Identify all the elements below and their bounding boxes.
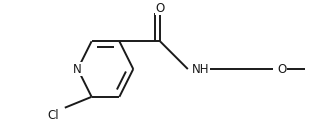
Text: NH: NH [192, 63, 209, 75]
Text: Cl: Cl [47, 109, 59, 122]
Text: O: O [155, 2, 165, 15]
Text: O: O [277, 63, 286, 75]
Text: N: N [73, 63, 82, 75]
